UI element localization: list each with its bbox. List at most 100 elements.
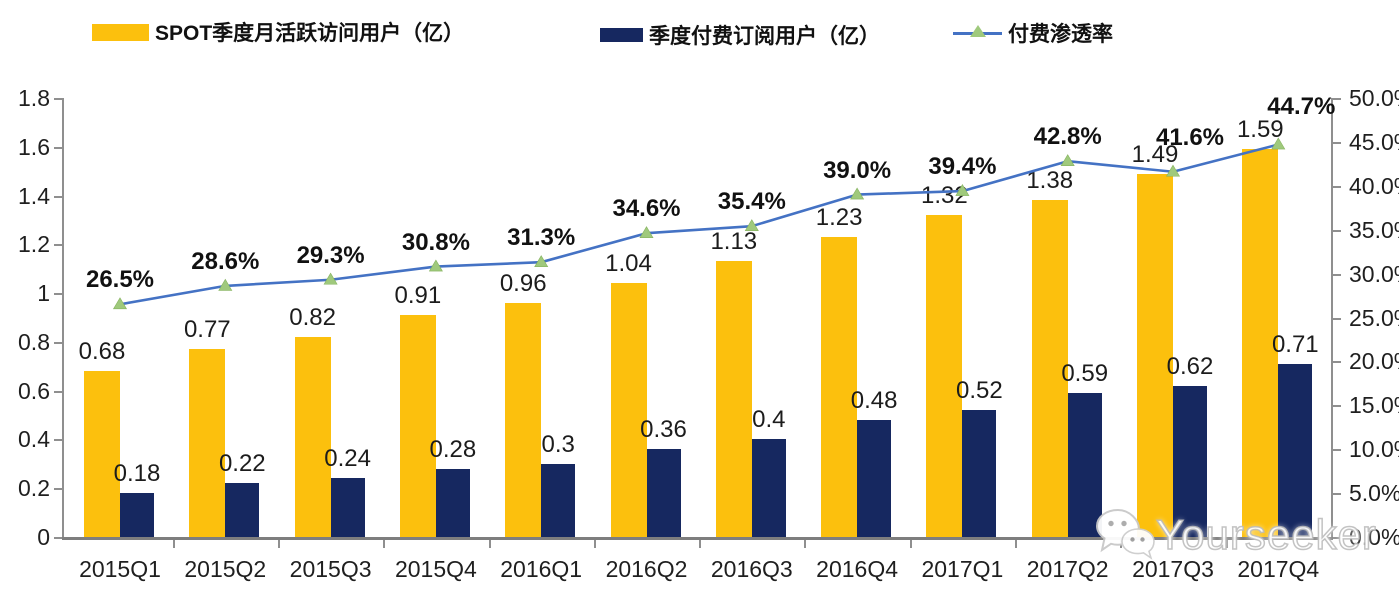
- penetration-label: 39.4%: [928, 153, 997, 181]
- bar-label-subs: 0.62: [1166, 352, 1214, 380]
- bar-label-mau: 1.59: [1236, 116, 1284, 144]
- triangle-marker-icon: [218, 278, 233, 291]
- y-axis-left-label: 1.4: [18, 182, 50, 209]
- penetration-label: 41.6%: [1155, 123, 1225, 151]
- x-axis-label: 2015Q1: [79, 556, 161, 582]
- y-axis-right-tick: [1333, 141, 1341, 144]
- y-axis-right-tick: [1333, 493, 1341, 496]
- y-axis-right-label: 10.0%: [1349, 436, 1399, 463]
- legend-swatch-subs: [600, 28, 643, 42]
- bar-subs: [120, 493, 154, 537]
- x-axis-tick: [172, 540, 175, 548]
- penetration-label: 35.4%: [717, 188, 786, 216]
- bar-label-mau: 1.49: [1131, 140, 1179, 168]
- triangle-marker-icon: [1271, 137, 1286, 150]
- penetration-label: 34.6%: [612, 195, 681, 223]
- x-axis-label: 2017Q3: [1132, 556, 1214, 582]
- triangle-marker-icon: [744, 219, 759, 231]
- bar-mau: [1242, 149, 1279, 537]
- bar-label-subs: 0.52: [956, 377, 1003, 405]
- x-axis-tick: [593, 540, 596, 548]
- bar-subs: [646, 449, 681, 537]
- y-axis-left: [62, 98, 64, 537]
- bar-label-subs: 0.18: [113, 460, 161, 488]
- x-axis-tick: [488, 540, 491, 548]
- bar-subs: [1278, 363, 1313, 537]
- x-axis-tick: [383, 540, 386, 548]
- x-axis-label: 2015Q4: [394, 556, 477, 582]
- y-axis-right-label: 0.0%: [1349, 524, 1399, 550]
- penetration-label: 44.7%: [1267, 92, 1336, 120]
- legend-label-penetration: 付费渗透率: [1008, 23, 1113, 46]
- bar-mau: [505, 302, 542, 537]
- y-axis-left-tick: [54, 146, 62, 149]
- x-axis-label: 2017Q4: [1237, 556, 1320, 582]
- x-axis-tick: [1015, 540, 1018, 548]
- x-axis-label: 2017Q1: [921, 556, 1004, 582]
- bar-label-subs: 0.3: [541, 430, 575, 458]
- triangle-marker-icon: [850, 187, 865, 200]
- x-axis-label: 2015Q3: [289, 556, 372, 582]
- triangle-marker-icon: [1165, 164, 1181, 177]
- x-axis-label: 2016Q4: [816, 556, 899, 582]
- y-axis-left-label: 0.8: [18, 328, 50, 355]
- penetration-label: 26.5%: [85, 266, 155, 294]
- y-axis-left-label: 1.8: [18, 85, 50, 111]
- x-axis-tick: [699, 540, 702, 548]
- y-axis-left-label: 0.2: [18, 475, 50, 502]
- y-axis-left-tick: [54, 195, 62, 198]
- y-axis-right-tick: [1333, 361, 1341, 364]
- penetration-polyline: [119, 143, 1279, 306]
- bar-subs: [225, 483, 260, 537]
- x-axis-tick: [1225, 540, 1228, 548]
- bar-label-subs: 0.36: [640, 416, 687, 444]
- y-axis-right-label: 20.0%: [1349, 348, 1399, 375]
- bar-label-subs: 0.48: [850, 386, 898, 414]
- penetration-label: 31.3%: [507, 224, 576, 252]
- y-axis-left-label: 0.4: [18, 426, 50, 453]
- x-axis: [62, 537, 1333, 540]
- y-axis-left-label: 0: [37, 524, 50, 550]
- x-axis-tick: [804, 540, 807, 548]
- legend-item-subs: 季度付费订阅用户（亿）: [600, 20, 880, 50]
- penetration-label: 39.0%: [823, 156, 892, 184]
- bar-subs: [541, 463, 576, 537]
- y-axis-right-label: 30.0%: [1349, 260, 1399, 287]
- y-axis-right: [1331, 98, 1333, 537]
- bar-label-mau: 1.13: [710, 228, 758, 256]
- y-axis-left-tick: [54, 293, 62, 296]
- y-axis-left-tick: [54, 439, 62, 442]
- y-axis-right-label: 15.0%: [1349, 392, 1399, 419]
- penetration-label: 42.8%: [1033, 123, 1102, 151]
- bar-label-mau: 1.23: [815, 204, 863, 232]
- bar-subs: [330, 478, 365, 537]
- bar-label-mau: 0.68: [78, 338, 126, 366]
- penetration-label: 29.3%: [296, 241, 365, 269]
- bar-label-subs: 0.28: [429, 435, 477, 463]
- legend-line-marker-icon: [953, 22, 1002, 44]
- triangle-marker-icon: [639, 226, 654, 239]
- bar-label-mau: 0.82: [289, 304, 336, 331]
- y-axis-right-tick: [1333, 405, 1341, 408]
- bar-mau: [715, 261, 752, 537]
- penetration-label: 28.6%: [191, 247, 260, 275]
- x-axis-label: 2016Q1: [500, 556, 583, 582]
- y-axis-left-label: 1.2: [18, 231, 50, 258]
- bar-mau: [821, 237, 858, 537]
- y-axis-left-tick: [54, 537, 62, 539]
- legend-item-penetration: 付费渗透率: [953, 18, 1113, 48]
- legend-label-mau: SPOT季度月活跃访问用户（亿）: [155, 22, 465, 45]
- bar-label-subs: 0.4: [752, 406, 786, 434]
- bar-label-mau: 0.96: [499, 269, 547, 297]
- bar-mau: [294, 337, 331, 537]
- legend-item-mau: SPOT季度月活跃访问用户（亿）: [92, 17, 464, 47]
- x-axis-tick: [277, 540, 280, 548]
- triangle-marker-icon: [112, 297, 128, 310]
- bar-mau: [399, 315, 436, 537]
- triangle-marker-icon: [428, 259, 443, 272]
- y-axis-left-label: 0.6: [18, 377, 50, 404]
- y-axis-right-tick: [1333, 449, 1341, 452]
